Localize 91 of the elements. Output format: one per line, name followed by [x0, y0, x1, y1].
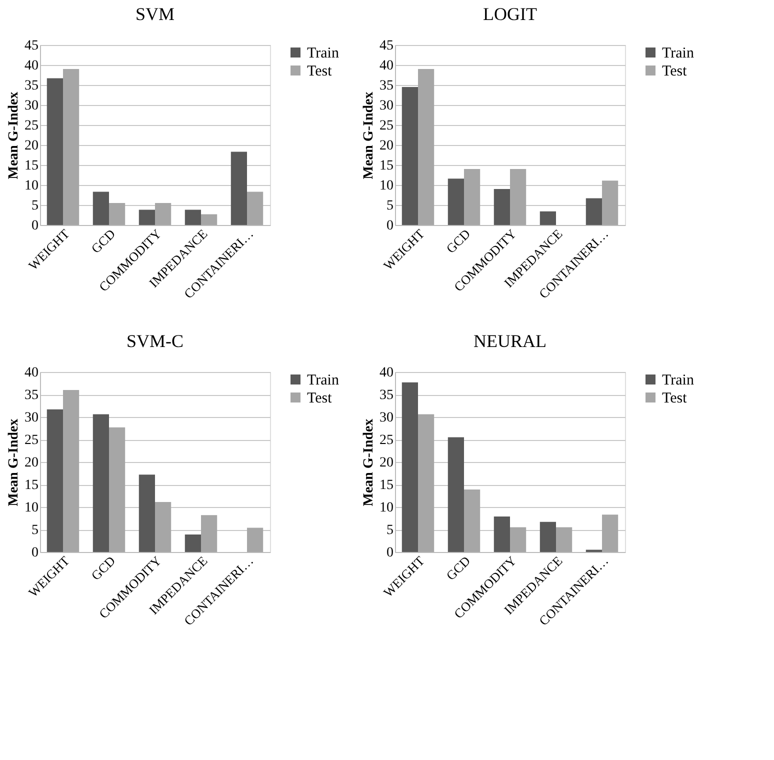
- bar: [556, 527, 572, 552]
- y-tick-label: 15: [380, 478, 394, 493]
- legend-label: Train: [307, 46, 340, 62]
- bar: [494, 189, 510, 225]
- y-axis-title: Mean G-Index: [6, 418, 22, 506]
- y-tick-label: 20: [24, 456, 38, 470]
- y-tick-label: 0: [32, 546, 38, 560]
- y-axis-title: Mean G-Index: [362, 418, 376, 506]
- y-tick-label: 15: [24, 478, 38, 493]
- y-tick-label: 30: [24, 410, 38, 426]
- bar: [418, 69, 434, 225]
- legend-label: Train: [307, 372, 340, 388]
- y-axis-title: Mean G-Index: [362, 92, 376, 180]
- y-tick-label: 35: [24, 388, 38, 403]
- y-tick-label: 20: [380, 138, 394, 154]
- legend-label: Train: [662, 372, 694, 388]
- y-tick-label: 5: [32, 523, 38, 538]
- y-tick-label: 40: [24, 58, 38, 74]
- bar: [46, 409, 63, 552]
- legend-label: Test: [307, 390, 333, 406]
- y-tick-label: 10: [24, 178, 38, 194]
- y-tick-label: 40: [380, 366, 394, 380]
- y-tick-label: 30: [380, 98, 394, 114]
- bar: [63, 390, 80, 552]
- bar: [510, 527, 526, 552]
- bar: [402, 87, 418, 225]
- y-tick-label: 0: [386, 546, 394, 560]
- bar: [602, 180, 618, 225]
- y-tick-label: 25: [380, 433, 394, 448]
- y-tick-label: 5: [386, 523, 394, 538]
- y-tick-label: 10: [380, 500, 394, 516]
- y-tick-label: 35: [24, 78, 38, 94]
- y-tick-label: 10: [24, 500, 38, 516]
- y-tick-label: 25: [24, 118, 38, 134]
- bar: [510, 169, 526, 225]
- bar: [138, 210, 155, 225]
- bar: [247, 192, 264, 225]
- y-tick-label: 0: [32, 218, 38, 234]
- bar: [540, 211, 556, 225]
- bar: [92, 192, 109, 225]
- y-tick-label: 30: [24, 98, 38, 114]
- y-tick-label: 10: [380, 178, 394, 194]
- bar: [402, 382, 418, 552]
- bar: [155, 203, 172, 225]
- y-tick-label: 35: [380, 78, 394, 94]
- bar: [63, 69, 80, 225]
- bar: [201, 214, 218, 225]
- bar: [155, 502, 172, 552]
- chart-title: NEURAL: [474, 331, 546, 351]
- y-tick-label: 25: [380, 118, 394, 134]
- legend-label: Test: [662, 64, 688, 80]
- bar: [184, 534, 201, 552]
- bar: [448, 178, 464, 225]
- bar: [46, 78, 63, 225]
- bar: [201, 515, 218, 552]
- y-tick-label: 40: [380, 58, 394, 74]
- y-tick-label: 5: [386, 198, 394, 214]
- bar: [586, 198, 602, 225]
- legend-label: Train: [662, 46, 694, 62]
- y-tick-label: 35: [380, 388, 394, 403]
- y-tick-label: 15: [380, 158, 394, 174]
- legend-label: Test: [662, 390, 688, 406]
- bar: [540, 522, 556, 552]
- y-tick-label: 0: [386, 218, 394, 234]
- y-tick-label: 15: [24, 158, 38, 174]
- bar: [464, 489, 480, 552]
- y-tick-label: 20: [380, 456, 394, 470]
- bar: [602, 514, 618, 552]
- chart-title: SVM-C: [126, 331, 184, 351]
- bar: [138, 474, 155, 552]
- chart-title: SVM: [135, 4, 175, 24]
- bar: [448, 437, 464, 552]
- bar: [92, 414, 109, 552]
- y-axis-title: Mean G-Index: [6, 92, 22, 180]
- chart-title: LOGIT: [483, 4, 537, 24]
- y-tick-label: 45: [380, 38, 394, 54]
- bar: [109, 203, 126, 225]
- bar: [247, 528, 264, 552]
- bar: [184, 210, 201, 225]
- y-tick-label: 20: [24, 138, 38, 154]
- bar: [464, 169, 480, 225]
- y-tick-label: 40: [24, 366, 38, 380]
- bar: [109, 427, 126, 552]
- bar: [418, 414, 434, 552]
- y-tick-label: 5: [32, 198, 38, 214]
- y-tick-label: 45: [24, 38, 38, 54]
- bar: [230, 152, 247, 225]
- y-tick-label: 30: [380, 410, 394, 426]
- y-tick-label: 25: [24, 433, 38, 448]
- bar: [494, 516, 510, 552]
- legend-label: Test: [307, 64, 333, 80]
